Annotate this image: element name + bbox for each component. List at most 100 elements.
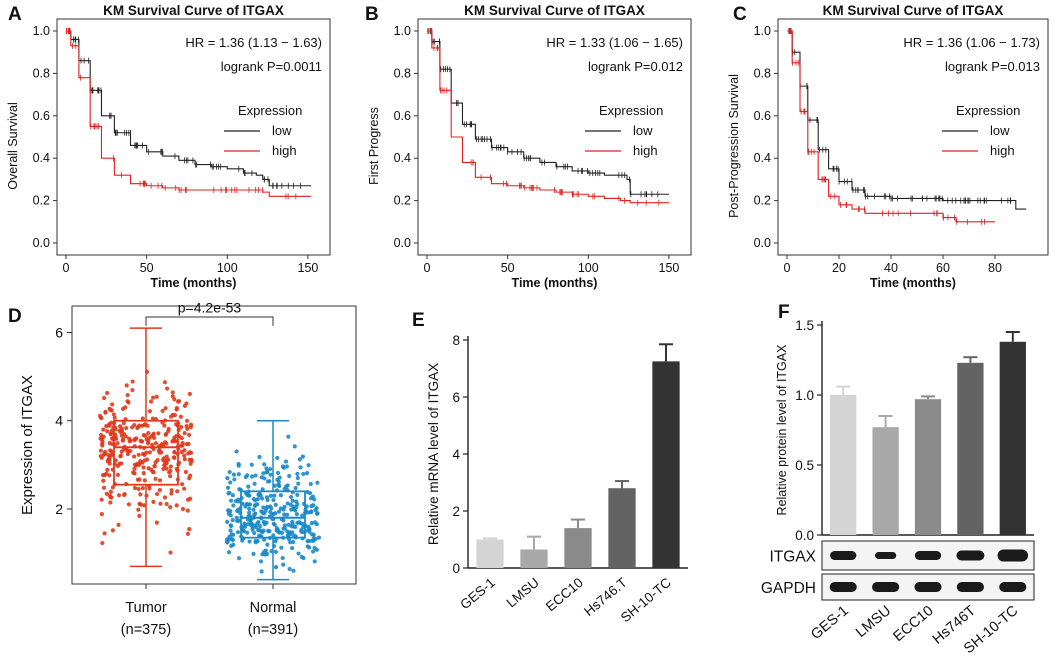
- legend-title: Expression: [599, 103, 663, 118]
- data-point: [178, 414, 183, 419]
- data-point: [140, 460, 145, 465]
- data-point: [142, 478, 147, 483]
- data-point: [282, 512, 287, 517]
- data-point: [288, 502, 293, 507]
- data-point: [225, 485, 231, 490]
- data-point: [277, 483, 282, 489]
- data-point: [162, 495, 168, 500]
- data-point: [124, 383, 129, 388]
- data-point: [312, 559, 317, 564]
- y-tick-label: 0.4: [394, 151, 411, 165]
- panel-label-A: A: [8, 4, 22, 25]
- censor-marks-high: [428, 28, 660, 206]
- data-point: [185, 531, 191, 536]
- data-point: [294, 512, 299, 517]
- data-point: [268, 466, 273, 472]
- data-point: [291, 568, 296, 573]
- hazard-ratio: HR = 1.33 (1.06 − 1.65): [546, 35, 683, 50]
- km-plot-frame: [777, 18, 1049, 256]
- data-point: [138, 492, 143, 497]
- box-panel-D: D 2 4 6 Expression of ITGAX p=4.2e-53 Tumor (n=…: [8, 300, 357, 638]
- y-tick-label: 4: [55, 413, 63, 429]
- data-point: [258, 523, 263, 529]
- censor-marks-low: [788, 28, 1012, 204]
- y-tick-label: 6: [55, 324, 63, 340]
- data-point: [115, 441, 120, 446]
- x-tick-label: 0: [784, 261, 791, 275]
- data-point: [132, 437, 137, 442]
- data-point: [118, 454, 123, 459]
- data-point: [271, 511, 276, 517]
- data-point: [273, 502, 278, 507]
- data-point: [307, 545, 312, 550]
- panel-label-F: F: [778, 302, 790, 323]
- data-point: [149, 434, 154, 439]
- x-tick-label: 150: [659, 261, 680, 275]
- y-tick-label: 1.0: [795, 388, 814, 403]
- category-label: GES-1: [457, 575, 498, 613]
- data-point: [235, 508, 240, 514]
- data-point: [116, 493, 122, 498]
- data-point: [248, 521, 254, 526]
- data-point: [104, 491, 109, 496]
- data-point: [279, 545, 284, 550]
- data-point: [294, 504, 299, 510]
- data-point: [300, 513, 305, 518]
- legend-label-low: low: [990, 123, 1010, 138]
- x-axis-label: Time (months): [870, 276, 956, 290]
- km-panel-C: C KM Survival Curve of ITGAX 0.0 0.2 0.4 0.6 0…: [727, 3, 1049, 290]
- data-point: [164, 501, 169, 507]
- data-point: [309, 496, 314, 501]
- km-title: KM Survival Curve of ITGAX: [464, 3, 645, 18]
- panel-label-B: B: [365, 4, 379, 25]
- data-point: [268, 493, 273, 498]
- data-point: [152, 463, 157, 469]
- hazard-ratio: HR = 1.36 (1.13 − 1.63): [185, 35, 322, 50]
- data-point: [227, 469, 232, 475]
- category-label: ECC10: [543, 575, 586, 614]
- x-tick-label: 0: [424, 261, 431, 275]
- data-point: [249, 474, 255, 479]
- group-n-label: (n=375): [121, 622, 171, 638]
- data-point: [109, 449, 114, 454]
- data-point: [253, 540, 258, 545]
- data-point: [187, 527, 192, 532]
- data-point: [111, 412, 117, 417]
- data-point: [316, 535, 322, 540]
- data-point: [311, 503, 316, 508]
- data-point: [296, 481, 301, 486]
- data-point: [314, 547, 319, 552]
- data-point: [136, 507, 141, 512]
- data-point: [107, 493, 112, 498]
- blot-row-itgax: ITGAX: [769, 540, 1035, 571]
- data-point: [105, 429, 110, 434]
- data-point: [278, 493, 283, 498]
- data-point: [130, 387, 135, 393]
- data-point: [236, 518, 241, 523]
- data-point: [298, 465, 303, 470]
- data-point: [187, 457, 192, 462]
- data-point: [150, 416, 155, 421]
- data-point: [282, 523, 287, 528]
- censor-marks-low: [68, 28, 302, 189]
- km-panel-A: A KM Survival Curve of ITGAX 0.0 0.2 0.4 0.6 0…: [6, 3, 331, 290]
- data-point: [275, 455, 280, 461]
- data-point: [228, 523, 233, 528]
- blot-band: [875, 552, 897, 559]
- data-point: [153, 476, 158, 481]
- data-point: [121, 447, 126, 452]
- data-point: [236, 472, 241, 477]
- data-point: [275, 470, 281, 476]
- blot-band: [914, 582, 942, 592]
- bar-Hs746T: Hs746T: [930, 356, 984, 648]
- data-point: [263, 552, 268, 557]
- iqr-box: [240, 490, 306, 539]
- data-point: [307, 527, 312, 532]
- data-point: [165, 386, 170, 391]
- y-tick-label: 2: [55, 501, 63, 517]
- data-point: [228, 480, 233, 485]
- y-tick-label: 0: [452, 561, 460, 576]
- data-point: [115, 463, 121, 469]
- data-point: [295, 520, 300, 525]
- data-point: [250, 527, 255, 532]
